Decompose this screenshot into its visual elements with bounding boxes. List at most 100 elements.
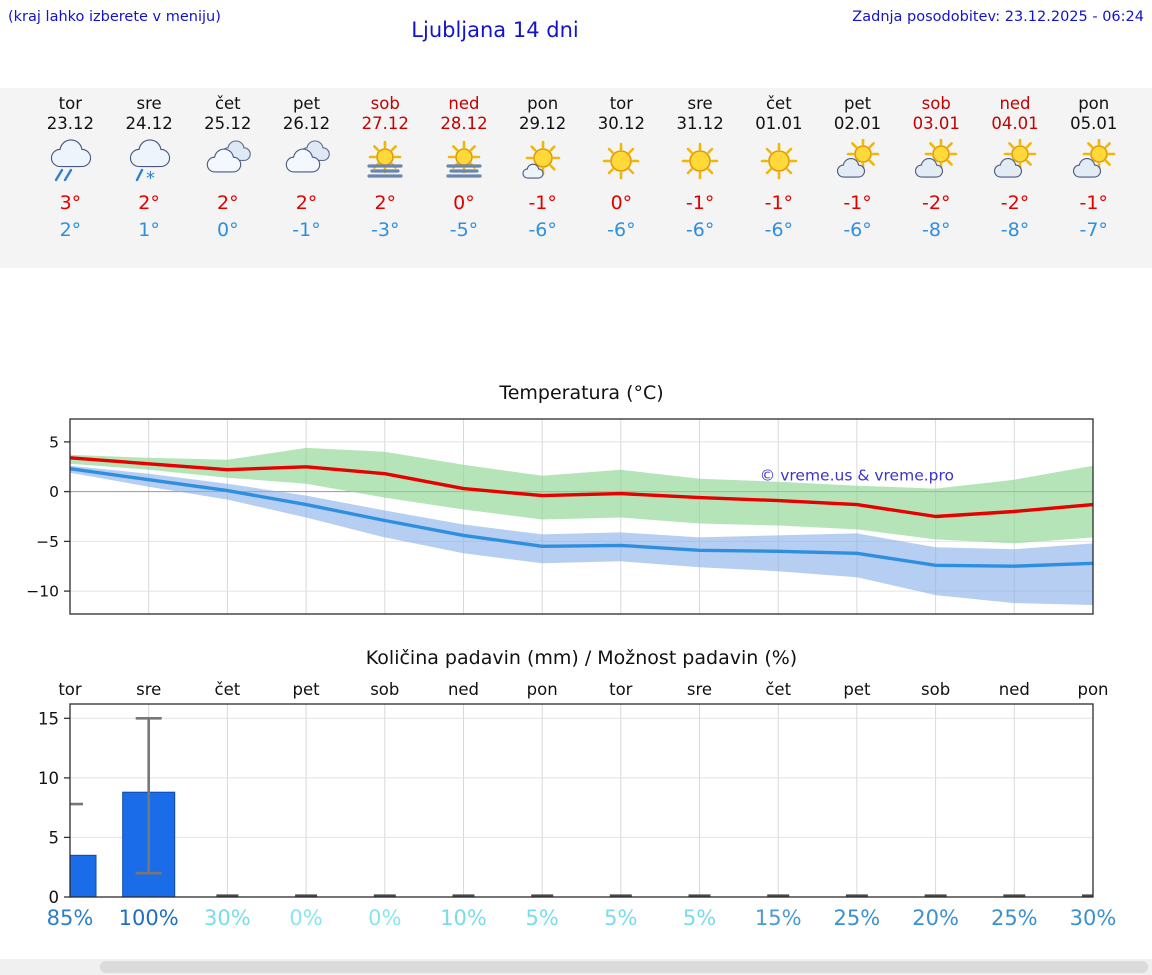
day-name: ned (999, 94, 1031, 113)
forecast-day: pon 05.01 -1° -7° (1054, 94, 1133, 268)
temp-max: -2° (922, 192, 951, 214)
weather-icon-sun_cloud (897, 139, 976, 187)
temperature-chart: © vreme.us & vreme.pro 5 0 −5 −10 (26, 418, 1094, 615)
day-name: pon (527, 94, 559, 113)
day-date: 24.12 (125, 114, 173, 133)
precip-probability: 15% (755, 906, 802, 930)
day-date: 02.01 (833, 114, 882, 133)
day-date: 27.12 (361, 114, 409, 133)
weather-icon-sun_cloud (976, 139, 1055, 187)
temp-max: -1° (528, 192, 557, 214)
day-name: pet (292, 94, 321, 113)
day-date: 31.12 (676, 114, 724, 133)
day-name: čet (214, 94, 241, 113)
day-date: 23.12 (46, 114, 94, 133)
forecast-day: ned 04.01 -2° -8° (976, 94, 1055, 268)
temp-min: -7° (1079, 219, 1108, 241)
temp-max: 3° (59, 192, 82, 214)
temp-max: 2° (374, 192, 397, 214)
weather-icon-sun_cloud (1054, 139, 1133, 187)
day-date: 04.01 (991, 114, 1039, 133)
forecast-day: tor 23.12 3° 2° (31, 94, 110, 268)
weather-icon-cloudy (267, 139, 346, 187)
day-date: 25.12 (204, 114, 252, 133)
temp-min: -3° (371, 219, 400, 241)
precip-day-label: pon (527, 680, 558, 699)
temp-min: -6° (528, 219, 557, 241)
forecast-day: pet 26.12 2° -1° (267, 94, 346, 268)
watermark: © vreme.us & vreme.pro (760, 467, 954, 485)
precip-day-label: čet (215, 680, 241, 699)
precip-probability: 85% (47, 906, 94, 930)
temp-min: -6° (607, 219, 636, 241)
weather-icon-sun (739, 139, 818, 187)
day-name: sre (136, 94, 162, 113)
day-date: 01.01 (755, 114, 803, 133)
svg-text:5: 5 (49, 433, 59, 451)
temp-max: -2° (1000, 192, 1030, 214)
svg-text:−5: −5 (36, 533, 59, 551)
day-date: 30.12 (597, 114, 646, 133)
temp-min: 2° (59, 219, 82, 241)
temp-min: -8° (922, 219, 951, 241)
precip-probability: 0% (368, 906, 401, 930)
forecast-strip: tor 23.12 3° 2° sre 24.12 * 2° 1° čet 25.12 2° 0° pet… (0, 88, 1152, 268)
svg-text:−10: −10 (26, 583, 59, 601)
precip-probability: 30% (1070, 906, 1117, 930)
day-date: 26.12 (282, 114, 331, 133)
precip-day-label: sre (687, 680, 712, 699)
precip-probability: 30% (204, 906, 251, 930)
precip-probability: 100% (119, 906, 179, 930)
precip-probability: 5% (526, 906, 559, 930)
temperature-chart-section: Temperatura (°C) © vreme.us & vreme.pro 5… (0, 380, 1152, 619)
temp-min: 1° (138, 219, 160, 241)
temp-min: -6° (843, 219, 872, 241)
scrollbar-track (0, 959, 1152, 975)
svg-text:10: 10 (38, 769, 59, 788)
temp-max: -1° (843, 192, 872, 214)
weather-icon-sun (661, 139, 740, 187)
precip-probability: 10% (440, 906, 487, 930)
svg-text:0: 0 (49, 483, 59, 501)
scrollbar-thumb[interactable] (100, 961, 1148, 973)
day-date: 05.01 (1070, 114, 1118, 133)
day-name: sob (370, 94, 400, 113)
precip-probability: 0% (289, 906, 322, 930)
forecast-day: sre 24.12 * 2° 1° (110, 94, 189, 268)
weather-icon-rain_snow: * (110, 139, 189, 187)
precipitation-chart: tor sre čet pet sob ned pon tor sre čet pet sob ned p… (38, 680, 1117, 930)
day-name: ned (448, 94, 480, 113)
svg-text:5: 5 (49, 828, 60, 847)
forecast-day: pet 02.01 -1° -6° (818, 94, 897, 268)
day-name: sob (921, 94, 951, 113)
precip-probability: 20% (912, 906, 959, 930)
temp-min: -6° (685, 219, 715, 241)
precip-day-label: pet (843, 680, 871, 699)
day-name: tor (609, 94, 634, 113)
temp-min: -5° (449, 219, 479, 241)
forecast-day: tor 30.12 0° -6° (582, 94, 661, 268)
precip-day-label: tor (58, 680, 82, 699)
temp-min: -8° (1000, 219, 1030, 241)
day-date: 03.01 (912, 114, 960, 133)
last-update-label: Zadnja posodobitev: 23.12.2025 - 06:24 (852, 9, 1144, 25)
precip-day-label: pet (293, 680, 321, 699)
precipitation-chart-title: Količina padavin (mm) / Možnost padavin … (365, 647, 798, 669)
svg-text:15: 15 (38, 709, 59, 728)
precip-probability: 5% (604, 906, 637, 930)
weather-icon-sun_cloud (818, 139, 897, 187)
precip-probability: 5% (683, 906, 716, 930)
temp-max: -1° (1079, 192, 1108, 214)
precip-day-label: tor (609, 680, 633, 699)
precip-bar (70, 854, 97, 897)
temp-max: 2° (295, 192, 318, 214)
precip-day-label: čet (765, 680, 791, 699)
svg-text:*: * (146, 168, 155, 185)
temp-max: 0° (610, 192, 633, 214)
temp-max: 2° (138, 192, 160, 214)
precipitation-chart-section: Količina padavin (mm) / Možnost padavin … (0, 645, 1152, 932)
svg-text:0: 0 (49, 888, 60, 907)
day-name: tor (58, 94, 83, 113)
precip-day-label: ned (999, 680, 1030, 699)
precip-day-label: sob (370, 680, 399, 699)
